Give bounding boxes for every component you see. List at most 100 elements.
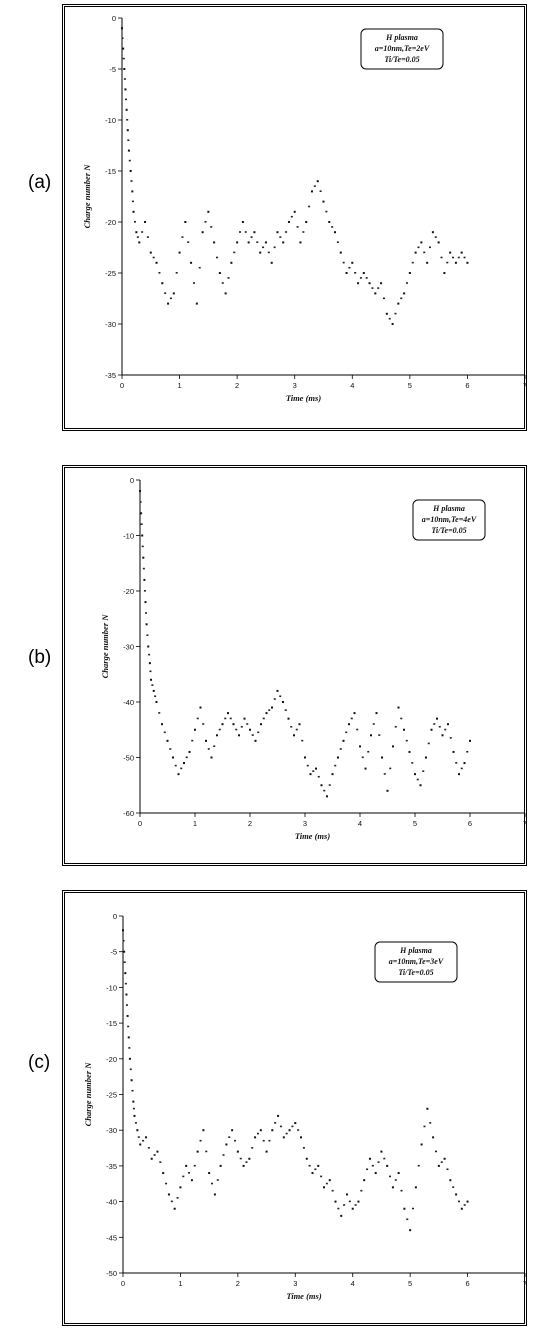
data-point (432, 1136, 435, 1139)
data-point (248, 1157, 251, 1160)
data-point (294, 1122, 297, 1125)
data-point-interp (389, 1175, 392, 1178)
data-point-interp (159, 1161, 162, 1163)
data-point-interp (175, 272, 178, 274)
y-tick-label: -60 (123, 809, 134, 818)
data-point-interp (210, 226, 213, 228)
data-point (397, 706, 400, 709)
data-point-interp (224, 717, 227, 720)
data-point (298, 723, 301, 726)
data-point-interp (176, 1197, 179, 1199)
data-point (142, 556, 145, 559)
data-point-interp (239, 231, 242, 233)
data-point (443, 272, 446, 274)
y-axis-title: Charge number N (82, 164, 92, 229)
data-point-interp (169, 748, 172, 750)
data-point (254, 739, 257, 742)
data-point (431, 231, 434, 234)
data-point-interp (429, 1122, 432, 1124)
x-tick-label: 1 (193, 819, 197, 828)
y-tick-label: -5 (109, 65, 116, 74)
data-point (340, 1214, 343, 1217)
data-point (221, 723, 224, 726)
data-point (150, 678, 152, 681)
y-tick-label: -20 (123, 587, 134, 596)
data-point (185, 1164, 188, 1167)
legend-line: H plasma (432, 504, 465, 513)
data-point (305, 221, 308, 223)
data-point-interp (348, 1200, 351, 1203)
y-tick-label: 0 (113, 912, 117, 921)
x-tick-label: 4 (350, 381, 354, 390)
data-point (392, 745, 394, 748)
data-point (362, 272, 365, 274)
data-point (238, 734, 240, 737)
data-point-interp (143, 590, 146, 592)
y-tick-label: -40 (123, 698, 134, 707)
panel-a-frame: 0 -5 -10 -15 -20 -25 -30 -35 0 1 2 3 4 5 6 7 Time (ms) Ch… (62, 4, 527, 431)
data-point-interp (256, 1132, 259, 1135)
data-point-interp (342, 261, 345, 264)
data-point-interp (122, 939, 125, 942)
legend-line: H plasma (385, 33, 418, 42)
data-point (287, 717, 290, 720)
data-point-interp (400, 297, 403, 300)
data-point (236, 1150, 239, 1153)
data-point (351, 261, 354, 264)
data-point-interp (446, 261, 449, 264)
x-tick-label: 2 (236, 1279, 240, 1288)
data-point-interp (314, 1168, 317, 1171)
data-point (249, 728, 251, 731)
data-point-interp (262, 1139, 265, 1142)
x-tick-label: 5 (408, 1279, 412, 1288)
x-tick-label: 1 (178, 1279, 182, 1288)
x-tick-label: 0 (120, 381, 124, 390)
data-point (452, 750, 455, 753)
data-point-interp (297, 1129, 300, 1131)
y-tick-label: -20 (105, 218, 116, 227)
data-point (265, 1150, 268, 1153)
y-tick-label: -15 (106, 1019, 117, 1028)
data-point (144, 601, 147, 604)
data-point-interp (131, 200, 134, 203)
data-point-interp (434, 236, 437, 238)
data-point (136, 1129, 139, 1132)
x-tick-label: 4 (358, 819, 362, 828)
data-point (139, 1143, 142, 1146)
data-point (122, 47, 125, 50)
x-tick-label: 6 (465, 381, 469, 390)
data-point-interp (361, 756, 364, 759)
data-point-interp (331, 226, 334, 228)
data-point-interp (356, 728, 359, 731)
data-point-interp (181, 236, 184, 238)
data-point-interp (423, 251, 426, 254)
x-tick-label: 0 (138, 819, 142, 828)
data-point (155, 701, 158, 703)
data-point-interp (279, 236, 282, 238)
data-point-interp (196, 717, 199, 720)
data-point (259, 1129, 262, 1132)
data-point (148, 662, 151, 665)
y-tick-label: -35 (106, 1162, 117, 1171)
data-point-interp (440, 1161, 443, 1163)
data-point (194, 728, 196, 731)
data-point (155, 261, 158, 264)
data-point (190, 261, 193, 264)
data-point (414, 1186, 417, 1189)
legend-line: Ti/Te=0.05 (398, 968, 433, 977)
data-point (202, 1129, 205, 1132)
data-point-interp (302, 1147, 305, 1149)
data-point (331, 773, 334, 776)
data-point-interp (142, 567, 145, 570)
data-point-interp (134, 1122, 137, 1124)
data-point (425, 756, 427, 759)
data-point-interp (427, 742, 430, 745)
data-point-interp (279, 695, 282, 698)
data-point (276, 689, 279, 692)
data-point-interp (185, 756, 188, 759)
data-point (131, 190, 134, 193)
data-point (397, 1172, 400, 1175)
data-point (264, 241, 267, 244)
data-point-interp (457, 256, 460, 259)
data-point-interp (343, 1204, 346, 1206)
